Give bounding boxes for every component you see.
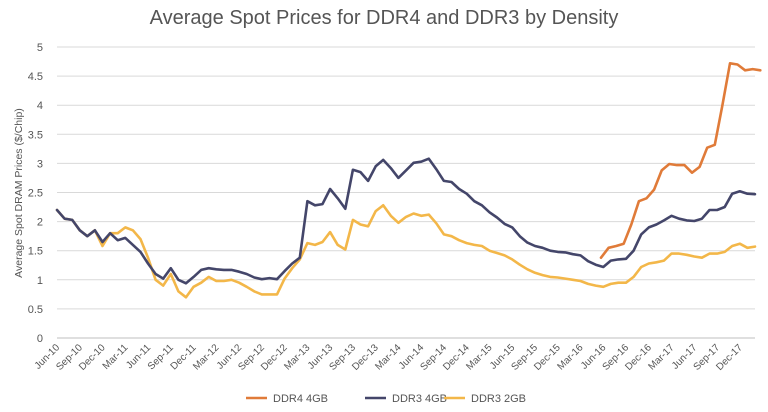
series-lines (55, 61, 762, 299)
chart-title: Average Spot Prices for DDR4 and DDR3 by… (150, 7, 619, 29)
series-line-ddr3-4gb (55, 157, 757, 285)
y-axis-ticks: 0 0.5 1 1.5 2 2.5 3 3.5 4 4.5 5 (28, 42, 43, 345)
x-tick-label: Mar-12 (191, 342, 221, 372)
x-tick-label: Mar-13 (282, 342, 312, 372)
x-tick-label: Dec-10 (77, 342, 108, 373)
legend-label: DDR3 2GB (471, 393, 526, 405)
legend-label: DDR3 4GB (392, 393, 447, 405)
legend-label: DDR4 4GB (273, 393, 328, 405)
y-axis-label: Average Spot DRAM Prices ($/Chip) (13, 108, 25, 278)
y-tick-label: 1.5 (28, 246, 43, 258)
x-tick-label: Mar-16 (555, 342, 585, 372)
legend: DDR4 4GB DDR3 4GB DDR3 2GB (246, 393, 526, 405)
y-tick-label: 2.5 (28, 188, 43, 200)
x-tick-label: Mar-14 (373, 342, 403, 372)
y-tick-label: 3.5 (28, 129, 43, 141)
y-tick-label: 5 (37, 42, 43, 54)
y-tick-label: 4 (37, 100, 43, 112)
x-axis-ticks: Jun-10Sep-10Dec-10Mar-11Jun-11Sep-11Dec-… (33, 342, 746, 373)
series-line-ddr4-4gb (599, 61, 762, 260)
y-tick-label: 0 (37, 333, 43, 345)
y-tick-label: 0.5 (28, 304, 43, 316)
y-tick-label: 3 (37, 158, 43, 170)
x-tick-label: Mar-15 (464, 342, 494, 372)
x-tick-label: Mar-17 (646, 342, 676, 372)
x-tick-label: Dec-17 (714, 342, 745, 373)
y-tick-label: 2 (37, 217, 43, 229)
series-line-ddr3-2gb (55, 204, 757, 299)
x-tick-label: Mar-11 (101, 342, 131, 372)
y-tick-label: 4.5 (28, 71, 43, 83)
y-tick-label: 1 (37, 275, 43, 287)
